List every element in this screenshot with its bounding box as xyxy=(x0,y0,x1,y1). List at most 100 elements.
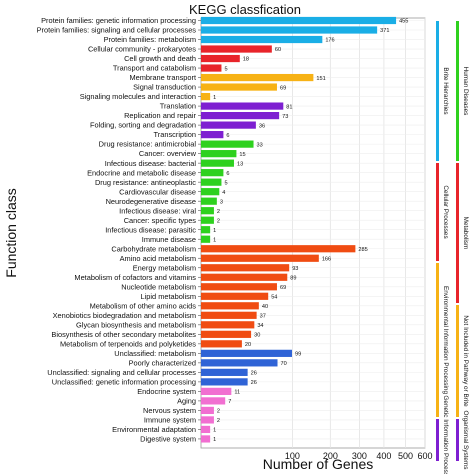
value-label: 1 xyxy=(213,437,216,443)
x-tick-label: 500 xyxy=(398,451,413,461)
category-label: Nucleotide metabolism xyxy=(121,282,196,291)
category-label: Nervous system xyxy=(143,406,196,415)
value-labels: 4553711766018515169181733663315136543221… xyxy=(213,19,408,443)
x-tick-label: 100 xyxy=(285,451,300,461)
category-label: Folding, sorting and degradation xyxy=(90,121,196,130)
category-label: Protein families: signaling and cellular… xyxy=(37,26,197,35)
value-label: 15 xyxy=(239,152,245,158)
value-label: 69 xyxy=(280,285,286,291)
value-label: 89 xyxy=(290,275,296,281)
bar xyxy=(201,292,269,300)
bar xyxy=(201,321,255,329)
bar xyxy=(201,92,211,101)
category-label: Xenobiotics biodegradation and metabolis… xyxy=(53,311,196,320)
bar xyxy=(201,330,252,338)
category-label: Glycan biosynthesis and metabolism xyxy=(76,320,196,329)
category-label: Biosynthesis of other secondary metaboli… xyxy=(51,330,196,339)
value-label: 37 xyxy=(260,314,266,320)
bar xyxy=(201,178,222,186)
category-label: Amino acid metabolism xyxy=(120,254,196,263)
category-label: Neurodegenerative disease xyxy=(106,197,196,206)
category-label: Poorly characterized xyxy=(129,358,196,367)
category-label: Lipid metabolism xyxy=(141,292,196,301)
value-label: 18 xyxy=(243,57,249,63)
category-label: Transcription xyxy=(154,130,196,139)
category-label: Unclassified: metabolism xyxy=(114,349,196,358)
bar xyxy=(201,235,211,243)
legend-label: Cellular Processes xyxy=(442,185,449,238)
y-axis-label: Function class xyxy=(3,188,19,277)
value-label: 1 xyxy=(213,95,216,101)
value-label: 26 xyxy=(251,371,257,377)
bar xyxy=(201,45,272,53)
value-label: 6 xyxy=(226,133,229,139)
category-label: Metabolism of other amino acids xyxy=(90,301,197,310)
legend-label: Organismal Systems xyxy=(462,411,469,470)
bar xyxy=(201,254,319,262)
value-label: 6 xyxy=(226,171,229,177)
chart-title: KEGG classfication xyxy=(189,2,301,17)
x-tick-label: 600 xyxy=(417,451,432,461)
bar xyxy=(201,245,356,253)
category-label: Digestive system xyxy=(140,435,196,444)
bar xyxy=(201,416,214,424)
value-label: 371 xyxy=(380,28,389,34)
category-label: Endocrine and metabolic disease xyxy=(87,168,196,177)
category-label: Cancer: overview xyxy=(139,149,197,158)
value-label: 11 xyxy=(234,390,240,396)
category-label: Cell growth and death xyxy=(124,54,196,63)
value-label: 36 xyxy=(259,123,265,129)
value-label: 70 xyxy=(281,361,287,367)
category-labels: Protein families: genetic information pr… xyxy=(37,16,197,443)
category-label: Immune disease xyxy=(142,235,196,244)
bar xyxy=(201,54,240,63)
bar xyxy=(201,283,277,291)
value-label: 1 xyxy=(213,428,216,434)
category-label: Unclassified: signaling and cellular pro… xyxy=(47,368,196,377)
value-label: 5 xyxy=(224,180,227,186)
category-label: Infectious disease: viral xyxy=(119,206,196,215)
bar xyxy=(201,273,288,281)
value-label: 99 xyxy=(295,352,301,358)
bar xyxy=(201,435,211,443)
category-label: Replication and repair xyxy=(124,111,196,120)
bar xyxy=(201,368,248,376)
value-label: 33 xyxy=(257,142,263,148)
category-label: Drug resistance: antineoplastic xyxy=(95,178,196,187)
bar xyxy=(201,311,257,319)
category-label: Unclassified: genetic information proces… xyxy=(52,377,196,386)
bar xyxy=(201,73,314,82)
category-label: Metabolism of terpenoids and polyketides xyxy=(60,339,196,348)
category-label: Protein families: genetic information pr… xyxy=(41,16,196,25)
bar xyxy=(201,406,214,415)
bar xyxy=(201,112,280,120)
value-label: 2 xyxy=(217,418,220,424)
x-tick-labels: 100 200 300 400 500 600 xyxy=(285,451,433,461)
category-label: Signaling molecules and interaction xyxy=(80,92,196,101)
category-label: Metabolism of cofactors and vitamins xyxy=(74,273,196,282)
bar xyxy=(201,216,214,224)
bar xyxy=(201,302,259,310)
value-label: 2 xyxy=(217,209,220,215)
bar xyxy=(201,150,237,158)
bars xyxy=(201,16,397,443)
value-label: 20 xyxy=(245,342,251,348)
value-label: 2 xyxy=(217,218,220,224)
bar xyxy=(201,425,211,434)
x-tick-label: 200 xyxy=(323,451,338,461)
bar xyxy=(201,169,224,177)
legend-label: Environmental Information Processing xyxy=(442,286,449,394)
bar xyxy=(201,207,214,215)
bar xyxy=(201,159,234,167)
category-label: Cancer: specific types xyxy=(124,216,197,225)
value-label: 3 xyxy=(220,199,223,205)
value-label: 1 xyxy=(213,228,216,234)
value-label: 73 xyxy=(282,114,288,120)
category-label: Signal transduction xyxy=(133,83,196,92)
category-label: Protein families: metabolism xyxy=(104,35,196,44)
category-label: Endocrine system xyxy=(137,387,196,396)
value-label: 166 xyxy=(322,256,331,262)
bar xyxy=(201,140,254,148)
category-label: Translation xyxy=(160,102,196,111)
legend: Brite Hierarchies Cellular Processes Envir… xyxy=(436,21,469,474)
